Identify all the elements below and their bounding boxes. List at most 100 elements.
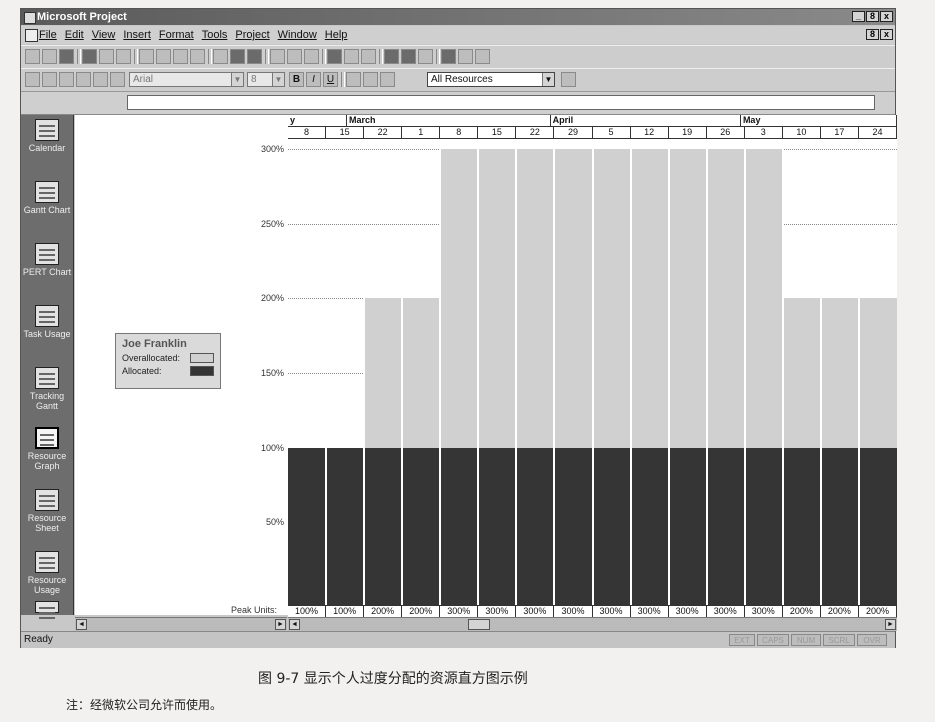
scroll-left-icon[interactable]: ◄ [289,619,300,630]
task-info-icon[interactable] [304,49,319,64]
menu-file[interactable]: File [39,29,57,41]
group-icon[interactable] [110,72,125,87]
menu-edit[interactable]: Edit [64,29,84,41]
peak-units-cell: 200% [402,606,441,618]
font-name-box[interactable]: Arial ▼ [129,72,244,87]
close-button[interactable]: x [880,11,893,22]
document-icon[interactable] [25,29,38,42]
menu-tools[interactable]: Tools [201,29,228,41]
paste-icon[interactable] [173,49,188,64]
open-icon[interactable] [42,49,57,64]
view-label: Resource Usage [27,575,67,595]
chevron-down-icon[interactable]: ▼ [272,73,284,86]
indent-icon[interactable] [42,72,57,87]
tracking-gantt-icon [35,367,59,389]
bar-overallocated [706,149,745,448]
show-subtasks-icon[interactable] [59,72,74,87]
show-icon[interactable] [93,72,108,87]
bar-allocated [668,447,707,605]
menu-view[interactable]: View [91,29,116,41]
align-center-icon[interactable] [363,72,378,87]
split-icon[interactable] [287,49,302,64]
autofilter-icon[interactable] [561,72,576,87]
scroll-right-icon[interactable]: ► [885,619,896,630]
status-text: Ready [24,634,53,645]
peak-units-cell: 300% [745,606,783,618]
save-icon[interactable] [59,49,74,64]
y-axis: 300% 250% 200% 150% 100% 50% [229,115,288,615]
zoom-in-icon[interactable] [384,49,399,64]
menu-project[interactable]: Project [235,29,270,41]
view-gantt-chart[interactable]: Gantt Chart [21,177,73,237]
link-tasks-icon[interactable] [247,49,262,64]
hide-subtasks-icon[interactable] [76,72,91,87]
insert-hyperlink-icon[interactable] [230,49,245,64]
spelling-icon[interactable] [116,49,131,64]
underline-button[interactable]: U [323,72,338,87]
view-label: Task Usage [23,329,71,339]
undo-icon[interactable] [213,49,228,64]
italic-button[interactable]: I [306,72,321,87]
font-size-box[interactable]: 8 ▼ [247,72,285,87]
figure-caption: 图 9-7 显示个人过度分配的资源直方图示例 [258,671,528,687]
cut-icon[interactable] [139,49,154,64]
doc-restore-button[interactable]: 8 [866,29,879,40]
peak-units-row: 100% 100% 200% 200% 300% 300% 300% 300% 300% 300%… [288,605,897,618]
chevron-down-icon[interactable]: ▼ [231,73,243,86]
minimize-button[interactable]: _ [852,11,865,22]
format-painter-icon[interactable] [190,49,205,64]
bar-allocated [478,447,517,605]
new-icon[interactable] [25,49,40,64]
chart-hscrollbar[interactable]: ◄ ► [288,617,897,631]
status-ovr: OVR [857,634,887,646]
view-resource-usage[interactable]: Resource Usage [21,547,73,607]
align-right-icon[interactable] [380,72,395,87]
scroll-thumb[interactable] [468,619,490,630]
status-num: NUM [791,634,821,646]
timescale-week: 24 [858,127,897,139]
view-resource-sheet[interactable]: Resource Sheet [21,485,73,545]
peak-units-cell: 300% [707,606,745,618]
view-more[interactable] [21,601,73,615]
gantt-wizard-icon[interactable] [441,49,456,64]
print-preview-icon[interactable] [99,49,114,64]
unlink-icon[interactable] [270,49,285,64]
outdent-icon[interactable] [25,72,40,87]
assign-resources-icon[interactable] [344,49,359,64]
resource-filter-select[interactable]: All Resources ▼ [427,72,555,87]
view-label: Tracking Gantt [29,391,65,411]
menu-window[interactable]: Window [277,29,317,41]
left-hscrollbar[interactable]: ◄ ► [75,617,287,631]
copy-icon[interactable] [156,49,171,64]
y-tick-label: 250% [260,218,284,229]
web-icon[interactable] [458,49,473,64]
goto-task-icon[interactable] [418,49,433,64]
view-tracking-gantt[interactable]: Tracking Gantt [21,363,73,423]
chevron-down-icon[interactable]: ▼ [542,73,554,86]
entry-field[interactable] [127,95,875,110]
bar-separator [629,149,632,605]
view-resource-graph[interactable]: Resource Graph [21,423,73,483]
view-label: Resource Graph [27,451,67,471]
print-icon[interactable] [82,49,97,64]
legend: Joe Franklin Overallocated: Allocated: [115,333,221,389]
bar-overallocated [744,149,783,448]
formatting-toolbar: Arial ▼ 8 ▼ B I U All Resources ▼ [21,68,895,92]
bold-button[interactable]: B [289,72,304,87]
doc-close-button[interactable]: x [880,29,893,40]
scroll-right-icon[interactable]: ► [275,619,286,630]
help-icon[interactable] [475,49,490,64]
copy-picture-icon[interactable] [361,49,376,64]
menu-help[interactable]: Help [324,29,348,41]
scroll-left-icon[interactable]: ◄ [76,619,87,630]
view-pert-chart[interactable]: PERT Chart [21,239,73,299]
view-calendar[interactable]: Calendar [21,115,73,175]
menu-insert[interactable]: Insert [123,29,151,41]
view-task-usage[interactable]: Task Usage [21,301,73,361]
zoom-out-icon[interactable] [401,49,416,64]
standard-toolbar [21,45,895,69]
notes-icon[interactable] [327,49,342,64]
restore-button[interactable]: 8 [866,11,879,22]
menu-format[interactable]: Format [158,29,194,41]
align-left-icon[interactable] [346,72,361,87]
